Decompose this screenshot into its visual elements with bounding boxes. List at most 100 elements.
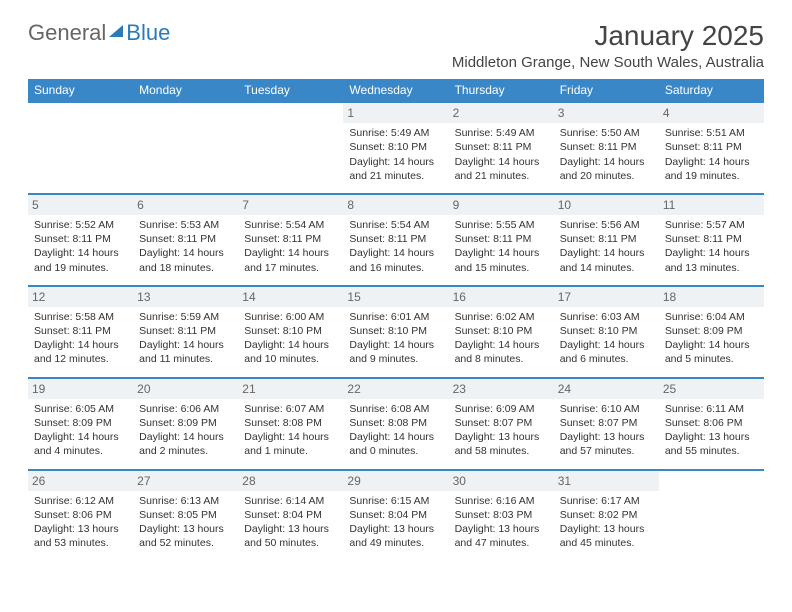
day-cell [659, 470, 764, 561]
daylight-text: Daylight: 14 hours and 10 minutes. [244, 338, 337, 366]
sunrise-text: Sunrise: 6:10 AM [560, 402, 653, 416]
sunset-text: Sunset: 8:11 PM [34, 324, 127, 338]
day-cell: 21Sunrise: 6:07 AMSunset: 8:08 PMDayligh… [238, 378, 343, 470]
sunrise-text: Sunrise: 5:58 AM [34, 310, 127, 324]
sunrise-text: Sunrise: 5:56 AM [560, 218, 653, 232]
day-header-row: SundayMondayTuesdayWednesdayThursdayFrid… [28, 79, 764, 102]
day-cell: 19Sunrise: 6:05 AMSunset: 8:09 PMDayligh… [28, 378, 133, 470]
day-number: 4 [659, 103, 764, 123]
day-cell: 30Sunrise: 6:16 AMSunset: 8:03 PMDayligh… [449, 470, 554, 561]
sunset-text: Sunset: 8:02 PM [560, 508, 653, 522]
sunset-text: Sunset: 8:11 PM [349, 232, 442, 246]
sunrise-text: Sunrise: 6:12 AM [34, 494, 127, 508]
day-number: 6 [133, 195, 238, 215]
daylight-text: Daylight: 14 hours and 12 minutes. [34, 338, 127, 366]
week-row: 26 Sunrise: 6:12 AMSunset: 8:06 PM Dayligh… [28, 470, 764, 561]
day-number: 28 [238, 471, 343, 491]
day-number: 2 [449, 103, 554, 123]
day-number: 11 [659, 195, 764, 215]
day-cell: 29Sunrise: 6:15 AMSunset: 8:04 PMDayligh… [343, 470, 448, 561]
sunrise-text: Sunrise: 5:55 AM [455, 218, 548, 232]
day-cell: 14Sunrise: 6:00 AMSunset: 8:10 PMDayligh… [238, 286, 343, 378]
daylight-text: Daylight: 13 hours and 50 minutes. [244, 522, 337, 550]
daylight-text: Daylight: 13 hours and 57 minutes. [560, 430, 653, 458]
day-header: Tuesday [238, 79, 343, 102]
sunrise-text: Sunrise: 6:06 AM [139, 402, 232, 416]
day-number: 25 [659, 379, 764, 399]
sunrise-text: Sunrise: 6:15 AM [349, 494, 442, 508]
day-cell: 10Sunrise: 5:56 AMSunset: 8:11 PMDayligh… [554, 194, 659, 286]
sunrise-text: Sunrise: 5:54 AM [244, 218, 337, 232]
sunset-text: Sunset: 8:06 PM [665, 416, 758, 430]
sunrise-text: Sunrise: 6:17 AM [560, 494, 653, 508]
sunset-text: Sunset: 8:10 PM [349, 140, 442, 154]
sunrise-text: Sunrise: 5:57 AM [665, 218, 758, 232]
day-number: 27 [133, 471, 238, 491]
sunset-text: Sunset: 8:10 PM [560, 324, 653, 338]
day-cell: 22Sunrise: 6:08 AMSunset: 8:08 PMDayligh… [343, 378, 448, 470]
day-cell: 23Sunrise: 6:09 AMSunset: 8:07 PMDayligh… [449, 378, 554, 470]
sunset-text: Sunset: 8:07 PM [455, 416, 548, 430]
month-title: January 2025 [452, 20, 764, 52]
day-cell: 25Sunrise: 6:11 AMSunset: 8:06 PMDayligh… [659, 378, 764, 470]
day-cell: 17Sunrise: 6:03 AMSunset: 8:10 PMDayligh… [554, 286, 659, 378]
daylight-text: Daylight: 14 hours and 2 minutes. [139, 430, 232, 458]
sunset-text: Sunset: 8:10 PM [349, 324, 442, 338]
day-number: 23 [449, 379, 554, 399]
daylight-text: Daylight: 13 hours and 58 minutes. [455, 430, 548, 458]
sunset-text: Sunset: 8:11 PM [560, 140, 653, 154]
daylight-text: Daylight: 14 hours and 20 minutes. [560, 155, 653, 183]
sunrise-text: Sunrise: 6:14 AM [244, 494, 337, 508]
day-number: 18 [659, 287, 764, 307]
daylight-text: Daylight: 14 hours and 13 minutes. [665, 246, 758, 274]
day-cell: 31Sunrise: 6:17 AMSunset: 8:02 PMDayligh… [554, 470, 659, 561]
sunset-text: Sunset: 8:07 PM [560, 416, 653, 430]
sunset-text: Sunset: 8:04 PM [349, 508, 442, 522]
sunset-text: Sunset: 8:03 PM [455, 508, 548, 522]
sunset-text: Sunset: 8:10 PM [244, 324, 337, 338]
week-row: 5Sunrise: 5:52 AMSunset: 8:11 PMDaylight… [28, 194, 764, 286]
sunset-text: Sunset: 8:11 PM [139, 232, 232, 246]
daylight-text: Daylight: 14 hours and 15 minutes. [455, 246, 548, 274]
sunrise-text: Sunrise: 6:04 AM [665, 310, 758, 324]
title-block: January 2025 Middleton Grange, New South… [452, 20, 764, 71]
day-cell: 20Sunrise: 6:06 AMSunset: 8:09 PMDayligh… [133, 378, 238, 470]
day-cell [238, 102, 343, 194]
day-cell: 6Sunrise: 5:53 AMSunset: 8:11 PMDaylight… [133, 194, 238, 286]
day-number: 21 [238, 379, 343, 399]
brand-part1: General [28, 20, 106, 46]
daylight-text: Daylight: 13 hours and 55 minutes. [665, 430, 758, 458]
sunset-text: Sunset: 8:10 PM [455, 324, 548, 338]
daylight-text: Daylight: 14 hours and 8 minutes. [455, 338, 548, 366]
daylight-text: Daylight: 14 hours and 6 minutes. [560, 338, 653, 366]
sunrise-text: Sunrise: 6:08 AM [349, 402, 442, 416]
sunset-text: Sunset: 8:06 PM [34, 508, 127, 522]
sunset-text: Sunset: 8:11 PM [244, 232, 337, 246]
sunrise-text: Sunrise: 5:51 AM [665, 126, 758, 140]
day-number: 13 [133, 287, 238, 307]
day-cell: 7Sunrise: 5:54 AMSunset: 8:11 PMDaylight… [238, 194, 343, 286]
week-row: 12Sunrise: 5:58 AMSunset: 8:11 PMDayligh… [28, 286, 764, 378]
brand-logo: General Blue [28, 20, 170, 46]
day-number: 14 [238, 287, 343, 307]
sunset-text: Sunset: 8:11 PM [455, 232, 548, 246]
day-cell: 18Sunrise: 6:04 AMSunset: 8:09 PMDayligh… [659, 286, 764, 378]
day-cell: 26Sunrise: 6:12 AMSunset: 8:06 PMDayligh… [28, 470, 133, 561]
day-number: 15 [343, 287, 448, 307]
daylight-text: Daylight: 13 hours and 52 minutes. [139, 522, 232, 550]
day-cell: 2Sunrise: 5:49 AMSunset: 8:11 PMDaylight… [449, 102, 554, 194]
header: General Blue January 2025 Middleton Gran… [28, 20, 764, 71]
day-cell: 16Sunrise: 6:02 AMSunset: 8:10 PMDayligh… [449, 286, 554, 378]
day-number: 24 [554, 379, 659, 399]
daylight-text: Daylight: 14 hours and 1 minute. [244, 430, 337, 458]
daylight-text: Daylight: 14 hours and 16 minutes. [349, 246, 442, 274]
day-number: 26 [28, 471, 133, 491]
daylight-text: Daylight: 14 hours and 19 minutes. [665, 155, 758, 183]
day-number: 8 [343, 195, 448, 215]
sunrise-text: Sunrise: 6:07 AM [244, 402, 337, 416]
day-number: 17 [554, 287, 659, 307]
day-cell: 9Sunrise: 5:55 AMSunset: 8:11 PMDaylight… [449, 194, 554, 286]
day-cell: 28Sunrise: 6:14 AMSunset: 8:04 PMDayligh… [238, 470, 343, 561]
sunrise-text: Sunrise: 6:02 AM [455, 310, 548, 324]
brand-part2: Blue [126, 20, 170, 46]
